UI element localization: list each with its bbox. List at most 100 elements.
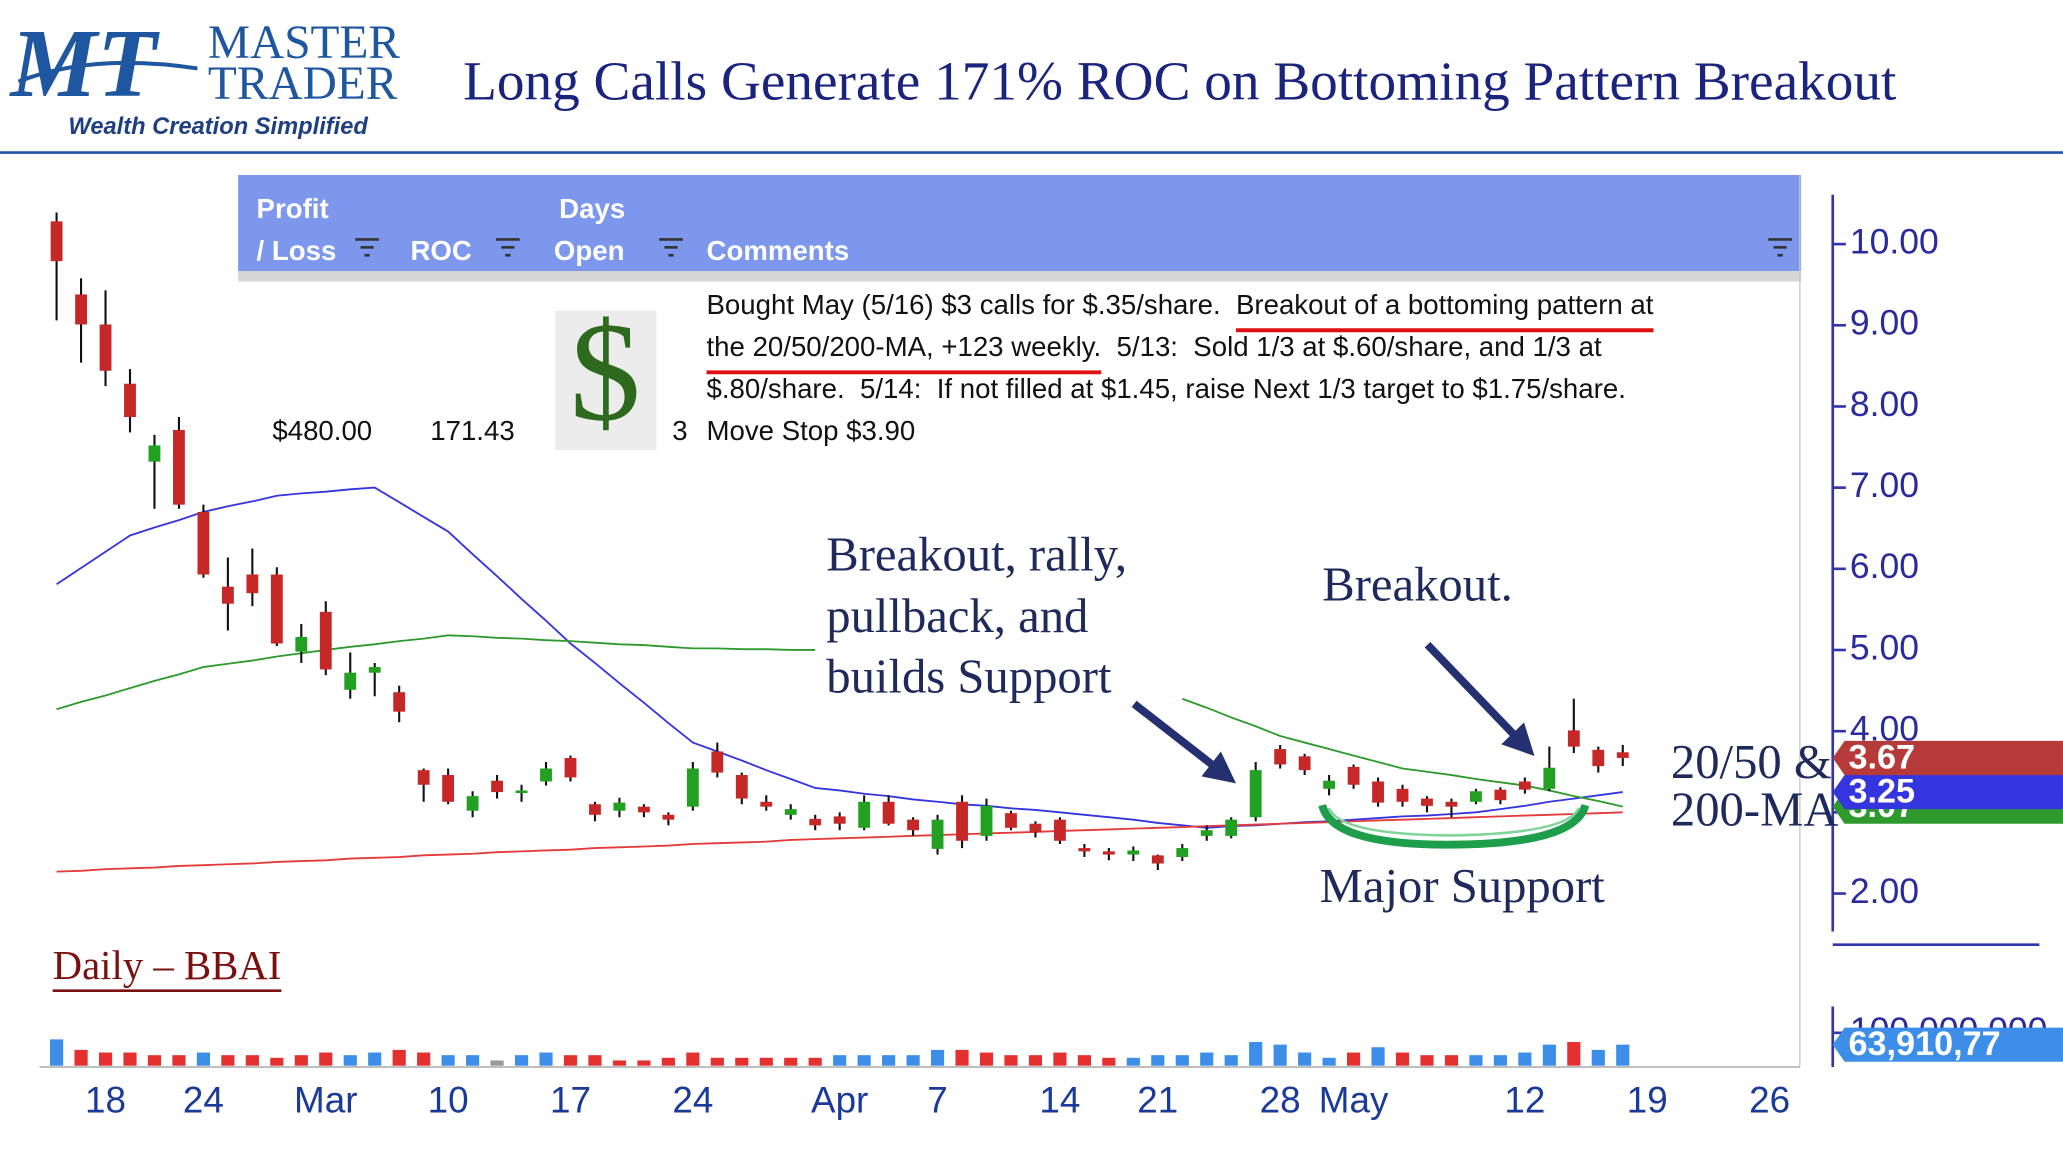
arrow bbox=[1131, 700, 1237, 784]
support-arc bbox=[1318, 803, 1590, 849]
candle-body bbox=[344, 672, 357, 690]
volume-bar bbox=[490, 1060, 504, 1066]
x-tick-label: 14 bbox=[1039, 1079, 1080, 1120]
table-rule bbox=[238, 271, 1802, 282]
candle-body bbox=[637, 806, 650, 813]
candle-body bbox=[1592, 749, 1605, 767]
volume-bar bbox=[172, 1055, 186, 1066]
logo-word: MASTER bbox=[208, 17, 401, 69]
volume-bar bbox=[1102, 1057, 1116, 1066]
volume-bar bbox=[563, 1055, 578, 1066]
volume-bar bbox=[1616, 1044, 1630, 1066]
table-header bbox=[238, 174, 1802, 272]
volume-bar bbox=[882, 1055, 896, 1066]
volume-bar bbox=[686, 1052, 700, 1066]
annotation: Major Support bbox=[1320, 859, 1606, 913]
candle-body bbox=[1323, 780, 1336, 789]
candle-body bbox=[1029, 823, 1042, 832]
moving-average bbox=[56, 811, 1623, 873]
annotation: Breakout, rally, bbox=[826, 527, 1127, 581]
y-tick-label: 9.00 bbox=[1850, 303, 1919, 343]
volume-bar bbox=[245, 1055, 259, 1066]
y-tick-label: 2.00 bbox=[1850, 871, 1919, 911]
volume-bar bbox=[441, 1055, 455, 1066]
volume-bar bbox=[612, 1060, 627, 1066]
candle-body bbox=[442, 775, 455, 802]
volume-bar bbox=[1322, 1057, 1336, 1066]
candle-body bbox=[1005, 813, 1017, 828]
comment-text: Breakout of a bottoming pattern at bbox=[1236, 289, 1654, 320]
filter-icon[interactable] bbox=[496, 238, 520, 257]
x-tick-label: 12 bbox=[1504, 1079, 1545, 1120]
candle-body bbox=[1470, 791, 1482, 802]
candle-body bbox=[1518, 781, 1531, 790]
candle-body bbox=[1151, 855, 1164, 864]
volume-bar bbox=[1224, 1055, 1238, 1066]
moving-average bbox=[56, 486, 1623, 829]
filter-icon[interactable] bbox=[355, 238, 379, 257]
column-header: / Loss bbox=[257, 235, 337, 266]
volume-bar bbox=[123, 1052, 137, 1066]
candle-body bbox=[711, 751, 724, 773]
column-header: Profit bbox=[257, 193, 329, 224]
candle-body bbox=[1078, 848, 1091, 852]
candle-body bbox=[882, 801, 895, 824]
candle-body bbox=[1347, 766, 1360, 785]
volume-bar bbox=[539, 1052, 553, 1066]
volume-bar bbox=[270, 1057, 284, 1066]
annotation: builds Support bbox=[826, 650, 1112, 704]
candle-body bbox=[197, 511, 210, 575]
comment-text: $.80/share. 5/14: If not filled at $1.45… bbox=[707, 373, 1626, 404]
logo-word: TRADER bbox=[208, 58, 398, 110]
candle-body bbox=[270, 574, 283, 644]
volume-bar bbox=[50, 1039, 64, 1066]
profit-loss: $480.00 bbox=[272, 415, 372, 446]
column-header: ROC bbox=[411, 235, 472, 266]
x-tick-label: 17 bbox=[550, 1079, 591, 1120]
candle-body bbox=[1249, 770, 1262, 818]
roc: 171.43 bbox=[430, 415, 514, 446]
candle-body bbox=[1494, 789, 1507, 801]
candle-body bbox=[662, 814, 675, 820]
tagline: Wealth Creation Simplified bbox=[68, 114, 368, 140]
volume-bar bbox=[637, 1060, 651, 1066]
candle-body bbox=[956, 801, 968, 841]
candle-body bbox=[735, 775, 748, 799]
volume-bar bbox=[1151, 1055, 1165, 1066]
logo-swoosh bbox=[17, 60, 198, 84]
volume-bar bbox=[1028, 1055, 1043, 1066]
volume-bar bbox=[319, 1052, 333, 1066]
candle-body bbox=[50, 221, 63, 262]
y-tick-label: 7.00 bbox=[1850, 465, 1919, 505]
filter-icon[interactable] bbox=[1768, 238, 1792, 257]
candle-body bbox=[1567, 730, 1580, 747]
candle-body bbox=[980, 805, 993, 836]
x-tick-label: Mar bbox=[294, 1079, 357, 1120]
y-tick-label: 6.00 bbox=[1850, 546, 1919, 586]
filter-icon[interactable] bbox=[659, 238, 683, 257]
candle-body bbox=[907, 819, 920, 831]
volume-bar bbox=[759, 1057, 773, 1066]
candle-body bbox=[173, 430, 185, 505]
candle-body bbox=[1274, 749, 1287, 765]
candle-body bbox=[540, 768, 552, 782]
candle-body bbox=[124, 383, 136, 418]
dollar-icon-bg bbox=[555, 310, 657, 450]
volume-bar bbox=[955, 1049, 969, 1066]
volume-bar bbox=[1444, 1055, 1459, 1066]
candle-body bbox=[491, 780, 503, 793]
volume-bar bbox=[930, 1049, 945, 1066]
logo-initials: MT bbox=[9, 10, 161, 118]
candle-body bbox=[319, 611, 332, 670]
volume-bar bbox=[710, 1057, 724, 1066]
x-tick-label: 21 bbox=[1137, 1079, 1178, 1120]
volume-bar bbox=[1273, 1044, 1287, 1066]
y-tick-label: 5.00 bbox=[1850, 627, 1919, 667]
candle-body bbox=[1616, 752, 1629, 758]
volume-bar bbox=[466, 1055, 480, 1066]
candle-body bbox=[1372, 781, 1384, 803]
volume-bar bbox=[808, 1057, 822, 1066]
candle-body bbox=[686, 768, 699, 807]
column-header: Days bbox=[559, 193, 625, 224]
candle-body bbox=[417, 770, 430, 785]
